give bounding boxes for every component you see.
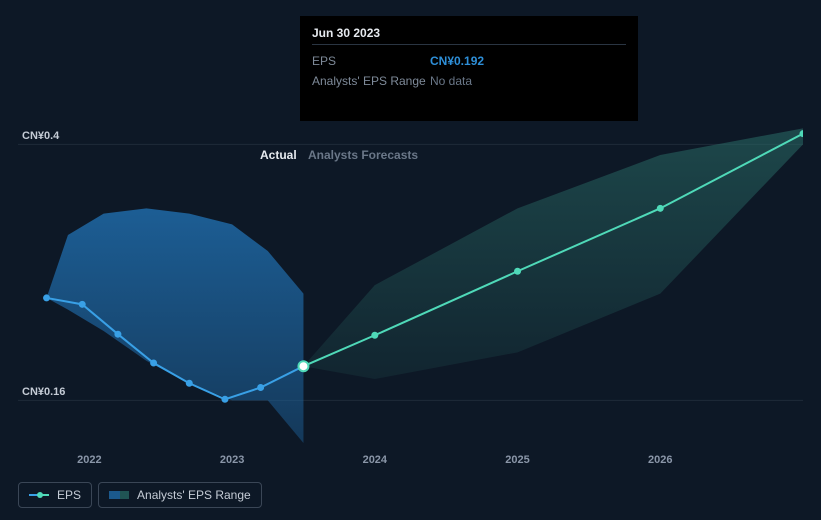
y-axis-tick-label: CN¥0.4 [22,130,59,142]
legend-item-eps[interactable]: EPS [18,482,92,508]
tooltip-key: EPS [312,51,430,71]
x-axis-tick-label: 2023 [220,454,244,466]
tooltip-date: Jun 30 2023 [312,26,626,40]
tooltip-row-range: Analysts' EPS Range No data [312,71,626,91]
x-axis-tick-label: 2025 [505,454,529,466]
tooltip-key: Analysts' EPS Range [312,71,430,91]
x-axis-tick-label: 2022 [77,454,101,466]
tooltip-row-eps: EPS CN¥0.192 [312,51,626,71]
tooltip-value: No data [430,71,472,91]
legend-swatch-range [109,491,129,499]
x-axis-tick-label: 2024 [363,454,387,466]
y-axis-tick-label: CN¥0.16 [22,386,65,398]
chart-tooltip: Jun 30 2023 EPS CN¥0.192 Analysts' EPS R… [300,16,638,121]
legend-item-range[interactable]: Analysts' EPS Range [98,482,262,508]
eps-chart[interactable] [18,123,803,443]
chart-canvas [18,123,803,443]
tooltip-separator [312,44,626,45]
legend-label: Analysts' EPS Range [137,488,251,502]
tooltip-value: CN¥0.192 [430,51,484,71]
legend-swatch-eps [29,491,49,499]
x-axis-tick-label: 2026 [648,454,672,466]
chart-legend: EPS Analysts' EPS Range [18,482,262,508]
legend-label: EPS [57,488,81,502]
